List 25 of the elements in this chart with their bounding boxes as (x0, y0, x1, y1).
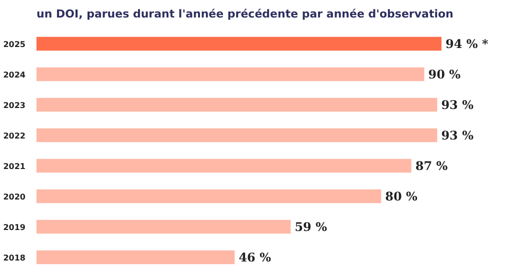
data-label: 93 % (441, 128, 474, 142)
data-label: 93 % (441, 98, 474, 112)
y-tick-label: 2025 (3, 40, 26, 49)
data-label: 90 % (428, 67, 462, 82)
data-label: 80 % (385, 189, 418, 204)
y-tick-label: 2024 (3, 70, 26, 80)
data-label: 59 % (294, 220, 328, 234)
bar (36, 67, 424, 82)
bar (36, 98, 438, 112)
bar (36, 189, 382, 204)
y-tick-label: 2022 (3, 131, 26, 140)
bar (36, 36, 442, 51)
bar (36, 128, 438, 142)
y-tick-label: 2023 (3, 100, 26, 110)
y-tick-label: 2018 (3, 253, 26, 262)
chart-title: un DOI, parues durant l'année précédente par année d'observation (36, 8, 454, 20)
bar (36, 158, 412, 173)
y-tick-label: 2020 (3, 192, 26, 202)
data-label: 94 % * (446, 36, 489, 51)
bar (36, 220, 291, 234)
y-tick-label: 2019 (3, 222, 26, 232)
bar (36, 250, 235, 264)
data-label: 46 % (238, 250, 272, 264)
y-tick-label: 2021 (3, 162, 26, 171)
data-label: 87 % (415, 158, 448, 173)
